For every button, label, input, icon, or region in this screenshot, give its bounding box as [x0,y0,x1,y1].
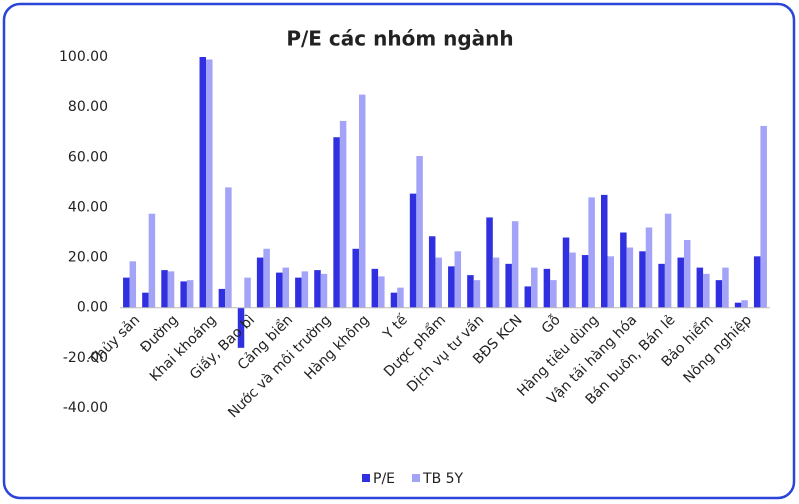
bar [531,267,538,308]
bar [505,263,512,308]
legend-swatch [362,474,370,482]
bar [186,280,194,308]
bar [626,247,634,308]
bar [601,194,608,308]
bar [428,236,436,308]
bar [467,275,474,308]
bar [543,268,551,308]
bar [569,252,576,308]
y-tick-label: 80.00 [68,99,108,115]
bar [588,197,595,308]
y-tick-label: -40.00 [63,400,108,416]
bar [683,240,691,308]
y-tick-label: 20.00 [68,250,108,266]
bar [435,257,442,308]
bar [218,288,226,308]
bar [734,302,742,308]
bar [244,277,251,308]
bar [511,221,519,308]
bar [206,59,213,308]
bar [562,237,570,308]
bar [581,255,589,308]
y-tick-label: 60.00 [68,149,108,165]
bar [263,248,270,308]
bar [645,227,653,308]
bar [550,280,557,308]
bar [448,266,455,308]
legend-swatch [412,474,421,482]
bar [142,292,149,308]
bar [741,300,748,308]
bar [199,57,207,308]
bar [620,232,627,308]
chart-title: P/E các nhóm ngành [286,27,513,51]
y-tick-label: 0.00 [77,300,108,316]
bar [320,273,328,308]
legend-label: TB 5Y [422,471,464,487]
y-tick-label: 100.00 [59,49,108,65]
bar [295,277,302,308]
bar [339,120,347,308]
bar [473,280,481,308]
bar [416,156,423,308]
bar [390,292,398,308]
bar [358,94,366,308]
bar [703,273,710,308]
bar [715,280,723,308]
bar [753,256,761,308]
bar [486,217,493,308]
bar [276,272,283,308]
bar [454,251,462,308]
bar [607,256,614,308]
bar [722,267,729,308]
legend-label: P/E [373,471,395,487]
bar [760,125,767,308]
bar [148,213,156,308]
bar [378,276,385,308]
bar [256,257,264,308]
bar [409,193,417,308]
y-tick-label: 40.00 [68,199,108,215]
bar [237,307,245,348]
bar [397,287,404,308]
bar [658,263,665,308]
bar [161,270,168,308]
bar [492,257,500,308]
bar [696,267,704,308]
bar [282,267,289,308]
bar [167,271,175,308]
bar [639,251,646,308]
bar [371,268,379,308]
y-tick-label: -20.00 [63,350,108,366]
bar [180,281,187,308]
bar [524,286,532,308]
bar [352,248,359,308]
bar [664,213,672,308]
bar [129,261,137,308]
bar [225,187,232,308]
bar [677,257,684,308]
bar [333,137,340,308]
bar [301,271,309,308]
bar [123,277,130,308]
bar [314,270,321,308]
